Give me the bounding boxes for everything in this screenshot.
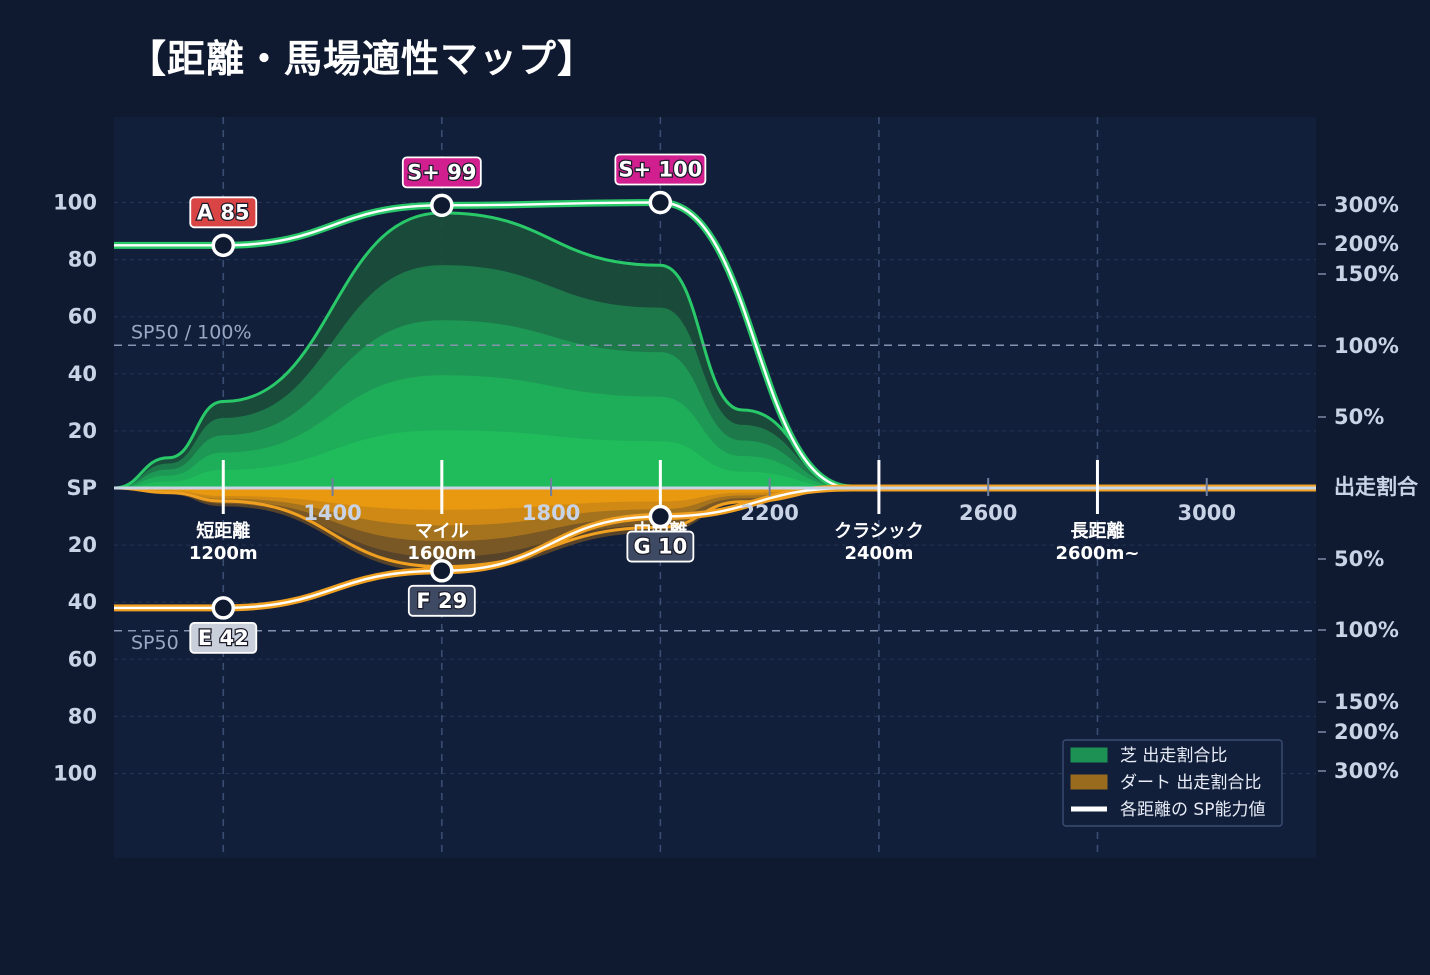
sp50-label-bottom: SP50 [131,632,179,654]
x-tick-label: 3000 [1178,501,1236,525]
chart-title: 【距離・馬場適性マップ】 [128,37,597,81]
right-tick-label: 50% [1334,547,1384,571]
y-tick-label: 100 [53,191,97,215]
right-tick-label: 300% [1334,759,1399,783]
y-tick-label: 100 [53,762,97,786]
sp-badge-label: F 29 [416,589,467,613]
category-name: マイル [415,521,469,542]
turf-ratio-outline [114,211,852,490]
sp-badge [614,153,707,186]
sp-badge [407,584,476,617]
sp-badge [626,530,695,563]
y-tick-label: 80 [68,248,97,272]
category-distance: 1200m [189,543,258,564]
legend-label: 芝 出走割合比 [1120,746,1227,766]
y-tick-label: 40 [68,590,97,614]
right-tick-label: 100% [1334,618,1399,642]
legend-box [1062,739,1283,827]
category-name: クラシック [834,521,924,542]
sp-marker [648,190,673,215]
right-tick-label: 50% [1334,405,1384,429]
x-tick-label: 1800 [522,501,580,525]
right-center-label: 出走割合 [1334,475,1419,499]
category-name: 短距離 [196,520,250,542]
sp-badge [189,622,258,654]
y-tick-label: 60 [68,305,97,329]
legend-swatch [1070,747,1108,763]
sp50-label-top: SP50 / 100% [131,321,252,343]
y-tick-label: 60 [68,647,97,671]
sp-marker [211,233,236,258]
sp-badge-label: G 10 [633,535,687,559]
ratio-areas [114,211,1316,572]
legend-label: ダート 出走割合比 [1120,773,1261,793]
right-tick-label: 150% [1334,262,1399,286]
sp-badge-label: E 42 [198,626,249,650]
turf-ratio-area [114,430,1316,488]
x-tick-label: 2200 [740,501,798,525]
legend-swatch [1070,774,1108,790]
sp-markers: A 85 S+ 99 S+ 100 E 42 F 29 G 10 [189,153,707,654]
y-tick-label: 40 [68,362,97,386]
category-distance: 1600m [407,543,476,564]
sp-marker [430,559,454,583]
right-tick-label: 200% [1334,232,1399,256]
sp-marker [430,193,454,218]
x-tick-label: 1400 [303,501,361,525]
y-tick-label: 80 [68,704,97,728]
sp-badge [189,196,258,229]
y-tick-label: 20 [68,533,97,557]
category-distance: 2400m [844,543,913,564]
right-tick-label: 300% [1334,193,1399,217]
sp-badge [401,156,482,189]
right-tick-label: 150% [1334,690,1399,714]
right-tick-label: 100% [1334,334,1399,358]
y-tick-label: 20 [68,419,97,443]
y-center-label: SP [66,476,97,500]
right-tick-label: 200% [1334,720,1399,744]
sp-badge-label: S+ 99 [407,160,476,184]
legend-label: 各距離の SP能力値 [1120,800,1265,820]
dirt-ratio-area [114,488,1316,510]
sp-marker [648,504,673,529]
sp-badge-label: A 85 [197,200,250,224]
x-tick-label: 2600 [959,501,1017,525]
reference-lines: SP50 / 100% SP50 [114,321,1316,654]
category-name: 長距離 [1070,520,1124,542]
axes: 100 80 60 40 20 20 40 60 80 100 SP 300% 200% 150% 100%… [53,191,1419,786]
sp-badge-label: S+ 100 [618,158,702,182]
category-distance: 2600m~ [1055,543,1139,564]
sp-marker [211,596,236,620]
